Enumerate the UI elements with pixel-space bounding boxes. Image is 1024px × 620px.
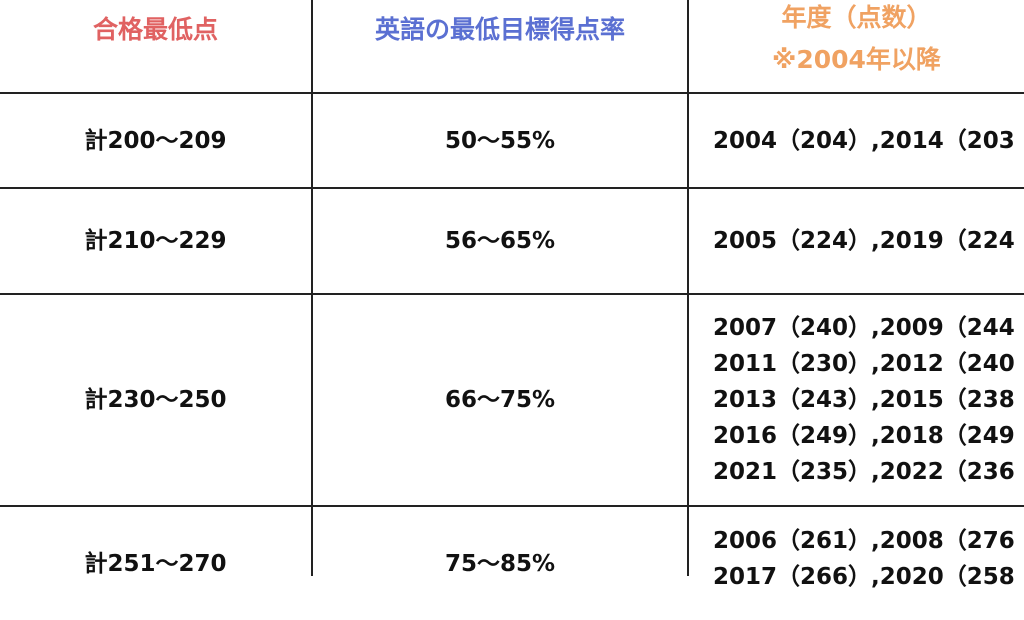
year-score-line: 2016（249）,2018（249 xyxy=(713,423,1015,449)
cell-years: 2007（240）,2009（244 2011（230）,2012（240 2013… xyxy=(689,295,1024,505)
header-min-passing-score: 合格最低点 xyxy=(92,15,218,44)
cell-score: 計210～229 xyxy=(84,228,227,254)
cell-rate: 75～85% xyxy=(444,550,556,577)
cell-years: 2004（204）,2014（203 xyxy=(689,94,1024,187)
column-divider xyxy=(687,0,689,576)
header-year-line2: ※2004年以降 xyxy=(772,45,941,74)
row-divider xyxy=(0,505,1024,507)
year-score-line: 2004（204）,2014（203 xyxy=(713,127,1015,154)
cell-rate: 56～65% xyxy=(444,228,556,254)
cell-years: 2006（261）,2008（276 2017（266）,2020（258 xyxy=(689,507,1024,620)
year-score-line: 2013（243）,2015（238 xyxy=(713,387,1015,413)
year-score-line: 2006（261）,2008（276 xyxy=(713,528,1015,554)
header-year-score: 年度（点数） ※2004年以降 xyxy=(689,0,1024,92)
cell-score: 計230～250 xyxy=(84,387,227,413)
header-year-line1: 年度（点数） xyxy=(781,3,932,32)
cell-rate: 66～75% xyxy=(444,387,556,413)
cell-years: 2005（224）,2019（224 xyxy=(689,189,1024,293)
year-score-line: 2021（235）,2022（236 xyxy=(713,459,1015,485)
row-divider xyxy=(0,92,1024,94)
row-divider xyxy=(0,187,1024,189)
column-divider xyxy=(311,0,313,576)
cell-score: 計200～209 xyxy=(84,127,227,154)
year-score-line: 2011（230）,2012（240 xyxy=(713,351,1015,377)
row-divider xyxy=(0,293,1024,295)
cell-rate: 50～55% xyxy=(444,127,556,154)
year-score-line: 2007（240）,2009（244 xyxy=(713,315,1015,341)
header-english-target-rate: 英語の最低目標得点率 xyxy=(374,15,625,44)
year-score-line: 2005（224）,2019（224 xyxy=(713,228,1015,254)
year-score-line: 2017（266）,2020（258 xyxy=(713,564,1015,590)
cell-score: 計251～270 xyxy=(84,550,227,577)
